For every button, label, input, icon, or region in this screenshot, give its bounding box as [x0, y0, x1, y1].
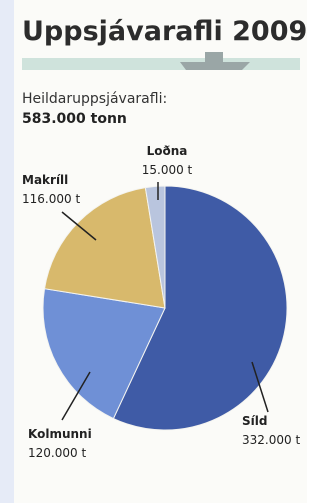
page: {"chart_data": {"type": "pie", "title": …	[0, 0, 320, 503]
chart: Uppsjávarafli 2009 Heildaruppsjávarafli:…	[0, 0, 307, 503]
subtitle: Heildaruppsjávarafli:	[22, 91, 167, 107]
sea-band	[22, 58, 300, 70]
pie	[43, 186, 287, 430]
slice-value: 332.000 t	[242, 433, 300, 447]
slice-name: Makríll	[22, 173, 68, 187]
left-edge	[0, 0, 14, 503]
slice-name: Kolmunni	[28, 427, 92, 441]
slice-value: 15.000 t	[142, 163, 193, 177]
slice-value: 120.000 t	[28, 446, 86, 460]
slice-name: Síld	[242, 414, 267, 428]
total: 583.000 tonn	[22, 111, 127, 127]
chart-title: Uppsjávarafli 2009	[22, 16, 307, 47]
slice-value: 116.000 t	[22, 192, 80, 206]
slice-name: Loðna	[147, 144, 188, 158]
